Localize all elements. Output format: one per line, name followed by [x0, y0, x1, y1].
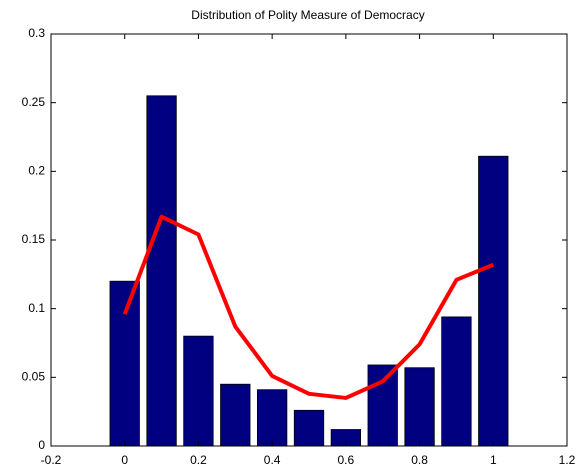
y-tick-label: 0: [38, 438, 45, 452]
y-tick-label: 0.1: [28, 301, 45, 315]
bar: [293, 409, 325, 447]
y-tick-label: 0.3: [28, 26, 45, 40]
y-tick-label: 0.15: [22, 232, 46, 246]
bar: [109, 280, 140, 447]
x-tick-label: 0: [121, 453, 128, 467]
line: [122, 214, 495, 400]
chart-title: Distribution of Polity Measure of Democr…: [191, 8, 424, 22]
x-tick-label: 1: [490, 453, 497, 467]
bar: [367, 364, 398, 447]
x-tick-label: 0.4: [264, 453, 281, 467]
y-tick-label: 0.05: [22, 370, 46, 384]
x-tick-label: 1.2: [559, 453, 576, 467]
x-tick-label: -0.2: [41, 453, 62, 467]
bar: [404, 367, 435, 447]
bar: [478, 155, 509, 447]
bar: [220, 383, 251, 447]
y-tick-label: 0.2: [28, 164, 45, 178]
bar: [441, 316, 472, 447]
x-tick-label: 0.8: [411, 453, 428, 467]
x-tick-label: 0.2: [190, 453, 207, 467]
x-tick-label: 0.6: [338, 453, 355, 467]
bar: [256, 389, 288, 447]
bar: [146, 95, 177, 447]
y-tick-label: 0.25: [22, 95, 46, 109]
bar: [183, 335, 214, 447]
